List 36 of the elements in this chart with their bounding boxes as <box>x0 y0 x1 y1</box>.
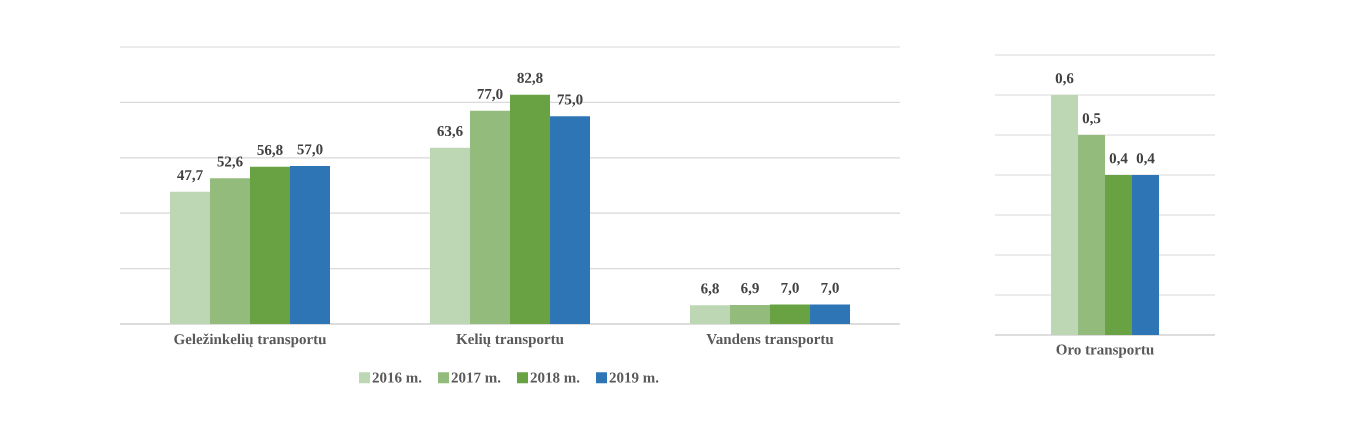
data-label: 6,9 <box>741 283 759 296</box>
bar <box>430 147 471 324</box>
x-tick-label: Oro transportu <box>1056 344 1154 358</box>
bar <box>810 304 851 324</box>
bar <box>550 116 591 324</box>
bar <box>470 110 511 324</box>
bar <box>170 191 211 324</box>
legend-label: 2017 m. <box>451 372 501 383</box>
legend-label: 2018 m. <box>530 372 580 383</box>
bar <box>730 304 771 324</box>
legend-label: 2016 m. <box>372 372 422 383</box>
data-label: 52,6 <box>217 156 243 169</box>
data-label: 0,4 <box>1136 153 1155 166</box>
legend-label: 2019 m. <box>609 372 659 383</box>
data-label: 47,7 <box>177 170 203 183</box>
data-label: 57,0 <box>297 144 323 157</box>
x-tick-label: Vandens transportu <box>706 333 834 348</box>
bar <box>510 94 551 324</box>
bar <box>690 305 731 324</box>
data-label: 0,6 <box>1055 73 1074 86</box>
data-label: 63,6 <box>437 126 463 139</box>
data-label: 0,4 <box>1109 153 1128 166</box>
bar <box>250 166 290 324</box>
data-label: 6,8 <box>701 283 719 296</box>
data-label: 75,0 <box>557 94 583 107</box>
data-label: 56,8 <box>257 144 283 158</box>
bar <box>210 178 251 324</box>
bar <box>290 166 331 324</box>
x-tick-label: Kelių transportu <box>456 333 564 348</box>
data-label: 7,0 <box>781 282 799 296</box>
data-label: 82,8 <box>517 72 543 86</box>
bar <box>770 304 811 324</box>
data-label: 7,0 <box>821 282 839 296</box>
x-tick-label: Geležinkelių transportu <box>174 333 327 348</box>
data-label: 77,0 <box>477 88 503 102</box>
data-label: 0,5 <box>1082 113 1101 126</box>
